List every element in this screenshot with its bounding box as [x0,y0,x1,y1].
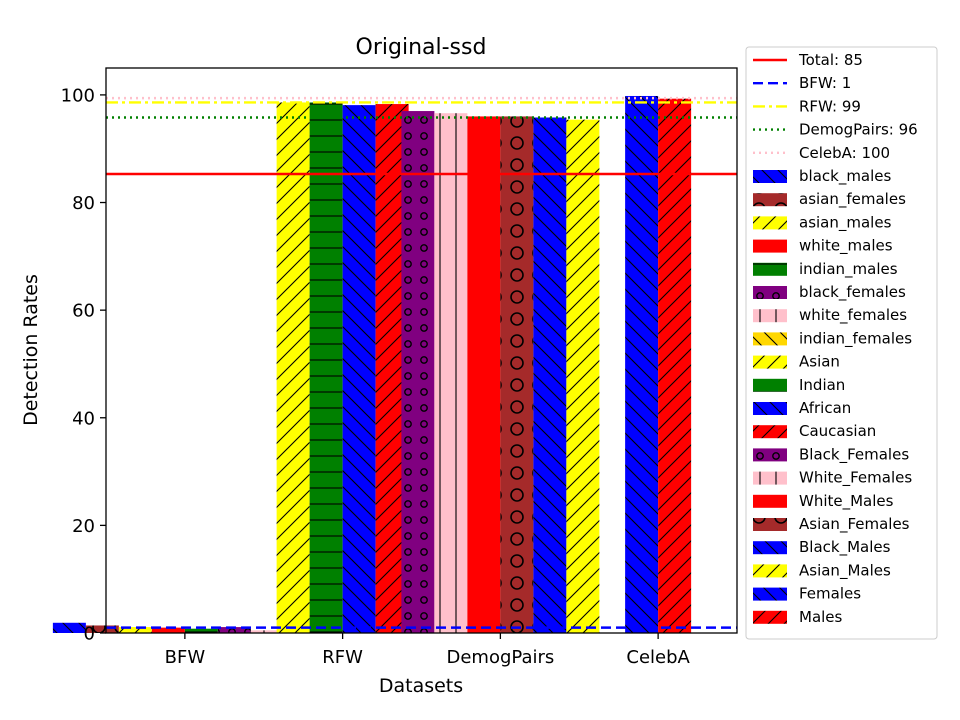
legend-label: CelebA: 100 [799,144,890,162]
y-tick-label: 100 [61,85,95,106]
legend-swatch-females [753,587,787,601]
legend-label: indian_males [799,260,898,279]
y-tick-label: 40 [72,408,95,429]
legend-label: RFW: 99 [799,97,861,115]
legend-swatch-indian [753,378,787,392]
legend-label: white_females [799,306,907,325]
bar-demogpairs-black-females [401,111,435,634]
legend-label: white_males [799,237,893,256]
chart-title: Original-ssd [356,35,487,60]
legend-swatch-caucasian [753,425,787,439]
legend-label: Total: 85 [798,51,863,69]
bar-bfw-white-females [250,630,284,633]
legend-label: Asian [799,353,840,371]
bar-group-celeba [625,95,692,633]
bar-bfw-asian-males [118,627,152,633]
legend-label: black_females [799,283,906,302]
bar-rfw-african [342,105,376,634]
legend-label: DemogPairs: 96 [799,121,918,139]
legend-swatch-black-males [753,170,787,183]
legend-swatch-white-males [753,239,787,253]
bar-demogpairs-asian-females [500,116,534,633]
legend-box [745,46,938,640]
bar-celeba-females [625,95,659,633]
x-tick-label-demogpairs: DemogPairs [446,647,554,668]
legend-swatch-asian [753,355,787,369]
legend: Total: 85 BFW: 1 RFW: 99 DemogPairs: 96 Cele… [745,46,938,640]
legend-label: White_Females [799,469,912,488]
legend-label: Black_Females [799,445,909,464]
plot-area: 0 20 40 60 80 100 BFW RFW DemogPairs CelebA [52,67,738,668]
legend-label: BFW: 1 [799,74,851,92]
legend-swatch-white-males [753,494,787,508]
bar-demogpairs-white-females [434,113,468,633]
bar-bfw-black-males [52,622,86,633]
x-axis-label: Datasets [379,675,463,697]
legend-swatch-african [753,402,787,415]
legend-label: Caucasian [799,422,876,440]
legend-swatch-indian-females [753,332,787,346]
bar-demogpairs-white-males [467,116,501,633]
legend-swatch-asian-males [753,216,787,230]
legend-label: Asian_Females [799,515,910,534]
bar-rfw-asian [276,102,310,633]
bar-group-rfw [276,102,409,634]
legend-swatch-white-females [753,309,787,323]
legend-swatch-males [753,610,787,624]
bar-demogpairs-asian-males [566,119,600,633]
legend-label: asian_males [799,213,892,232]
axes-frame [105,67,738,634]
x-tick-label-celeba: CelebA [626,647,690,668]
x-tick-label-bfw: BFW [165,647,206,668]
legend-swatch-black-females [753,286,787,299]
y-tick-label: 60 [72,301,95,322]
bar-bfw-white-males [151,627,185,633]
legend-swatch-white-females [753,471,787,485]
legend-label: African [799,399,851,417]
legend-label: Asian_Males [799,561,891,580]
bar-demogpairs-black-males [533,117,567,633]
bar-celeba-males [658,98,692,633]
legend-swatch-asian-males [753,564,787,578]
bar-group-demogpairs [401,111,600,634]
legend-label: Indian [799,376,845,394]
legend-label: indian_females [799,329,912,348]
x-tick-label-rfw: RFW [322,647,363,668]
legend-swatch-asian-females [753,518,787,531]
y-tick-label: 80 [72,193,95,214]
bar-bfw-asian-females [85,625,119,633]
legend-label: Black_Males [799,538,891,557]
legend-swatch-asian-females [753,193,787,207]
legend-swatch-indian-males [753,262,787,276]
legend-swatch-black-females [753,448,787,462]
legend-swatch-black-males [753,541,787,555]
legend-label: black_males [799,167,892,186]
y-tick-label: 20 [72,516,95,537]
bar-bfw-indian-males [184,628,218,633]
legend-label: asian_females [799,190,906,209]
legend-label: White_Males [799,492,894,511]
y-tick-label: 0 [84,624,95,645]
bar-bfw-black-females [217,627,251,633]
bar-rfw-indian [309,102,343,633]
legend-label: Females [799,585,861,603]
legend-label: Males [799,608,843,626]
y-axis-label: Detection Rates [20,274,42,426]
